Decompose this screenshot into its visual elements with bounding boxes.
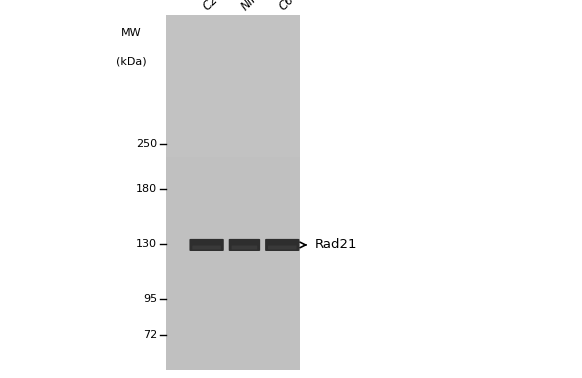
Text: 72: 72 [143,330,157,339]
FancyBboxPatch shape [189,239,223,251]
FancyBboxPatch shape [268,246,296,249]
Text: 180: 180 [136,184,157,194]
Bar [166,15,300,370]
Text: 95: 95 [143,294,157,304]
Text: Rad21: Rad21 [314,239,357,251]
Text: (kDa): (kDa) [116,57,146,67]
Text: MW: MW [120,28,141,38]
FancyBboxPatch shape [192,246,221,249]
Text: NIH-3T3: NIH-3T3 [238,0,281,13]
Text: C2C12: C2C12 [200,0,237,13]
Text: C6: C6 [276,0,296,13]
Text: 250: 250 [136,139,157,149]
Text: 130: 130 [136,239,157,249]
FancyBboxPatch shape [265,239,299,251]
FancyBboxPatch shape [232,246,257,249]
FancyBboxPatch shape [229,239,260,251]
Bar [166,15,300,157]
